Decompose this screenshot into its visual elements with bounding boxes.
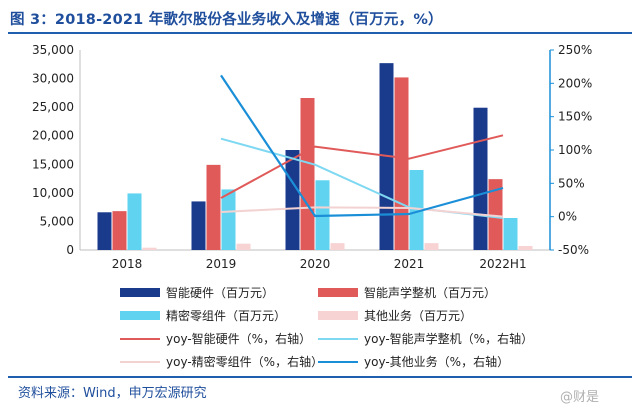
x-tick-label: 2022H1 bbox=[479, 257, 526, 271]
bar-4 bbox=[424, 243, 439, 250]
bar-1 bbox=[97, 212, 112, 250]
bar-1 bbox=[473, 107, 488, 250]
y-tick-label: 0 bbox=[66, 243, 74, 257]
y-tick-label: 35,000 bbox=[32, 43, 74, 57]
x-tick-label: 2020 bbox=[300, 257, 331, 271]
bar-2 bbox=[394, 77, 409, 250]
x-tick-label: 2018 bbox=[112, 257, 143, 271]
x-tick-label: 2021 bbox=[394, 257, 425, 271]
yoy-line-4 bbox=[220, 74, 504, 218]
bar-4 bbox=[236, 243, 251, 250]
y2-tick-label: 0% bbox=[558, 210, 577, 224]
y-tick-label: 20,000 bbox=[32, 129, 74, 143]
bar-4 bbox=[142, 247, 157, 250]
y2-tick-label: -50% bbox=[558, 243, 589, 257]
title-divider bbox=[8, 32, 632, 34]
bar-3 bbox=[127, 193, 142, 250]
bar-2 bbox=[300, 98, 315, 250]
y-tick-label: 30,000 bbox=[32, 72, 74, 86]
y-tick-label: 5,000 bbox=[40, 214, 74, 228]
watermark: @财是 bbox=[560, 390, 600, 405]
y2-tick-label: 200% bbox=[558, 76, 592, 90]
yoy-line-3 bbox=[220, 206, 504, 218]
yoy-line-2 bbox=[220, 137, 504, 219]
y2-tick-label: 250% bbox=[558, 43, 592, 57]
y-tick-label: 15,000 bbox=[32, 157, 74, 171]
yoy-line-1 bbox=[220, 134, 504, 199]
y-tick-label: 10,000 bbox=[32, 186, 74, 200]
y2-tick-label: 50% bbox=[558, 176, 585, 190]
bar-3 bbox=[409, 170, 424, 250]
bar-4 bbox=[330, 243, 345, 250]
bar-2 bbox=[488, 179, 503, 250]
bar-2 bbox=[112, 211, 127, 250]
bar-1 bbox=[191, 201, 206, 250]
y2-tick-label: 150% bbox=[558, 110, 592, 124]
bar-3 bbox=[503, 218, 518, 250]
bar-3 bbox=[221, 189, 236, 250]
bar-4 bbox=[518, 246, 533, 250]
x-tick-label: 2019 bbox=[206, 257, 237, 271]
chart-title: 图 3：2018-2021 年歌尔股份各业务收入及增速（百万元，%） bbox=[10, 12, 443, 28]
bar-2 bbox=[206, 164, 221, 250]
y-tick-label: 25,000 bbox=[32, 100, 74, 114]
bar-1 bbox=[285, 150, 300, 250]
footer-divider bbox=[8, 376, 632, 378]
y2-tick-label: 100% bbox=[558, 143, 592, 157]
source-note: 资料来源：Wind，申万宏源研究 bbox=[18, 386, 207, 401]
